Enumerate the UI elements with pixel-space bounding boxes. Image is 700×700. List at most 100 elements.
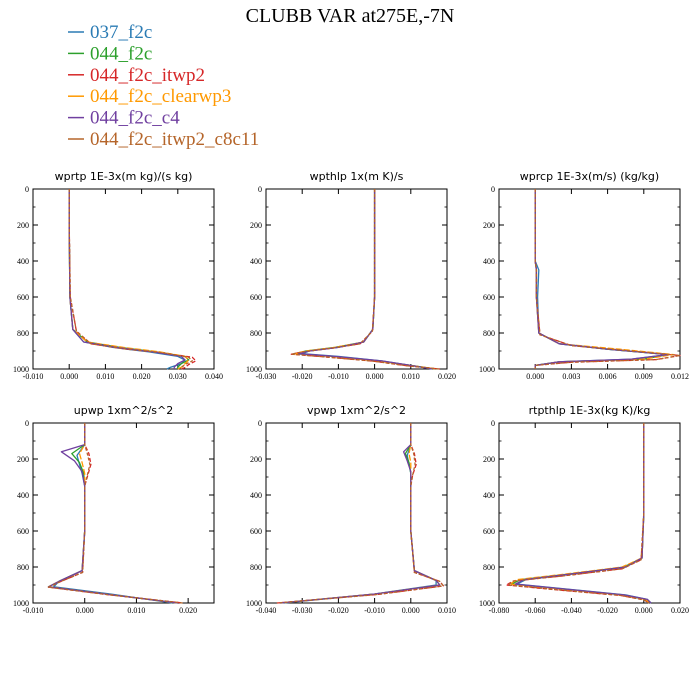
panel-4: upwp 1xm^2/s^2 0 200 400 600 800 1000-0.010 0.0… [13, 404, 215, 615]
panel-3: wprcp 1E-3x(m/s) (kg/kg) 0 200 400 600 800 100… [479, 170, 689, 381]
y-tick-label: 600 [17, 293, 29, 302]
x-tick-label: 0.000 [635, 606, 653, 615]
panel-5: vpwp 1xm^2/s^2 0 200 400 600 800 1000-0.040 -0.… [246, 404, 456, 615]
x-tick-label: 0.010 [96, 372, 114, 381]
x-tick-label: -0.010 [364, 606, 385, 615]
x-tick-label: 0.020 [179, 606, 197, 615]
series-line-044-f2c-clearwp3 [294, 189, 437, 370]
y-tick-label: 0 [25, 419, 29, 428]
x-tick-label: 0.009 [635, 372, 653, 381]
x-tick-label: 0.000 [526, 372, 544, 381]
y-tick-label: 800 [483, 563, 495, 572]
y-tick-label: 200 [483, 455, 495, 464]
panel-frame-6 [498, 422, 681, 604]
x-tick-label: -0.020 [597, 606, 618, 615]
y-tick-label: 0 [491, 185, 495, 194]
legend-entry-6: 044_f2c_itwp2_c8c11 [90, 129, 259, 150]
panel-title-6: rtpthlp 1E-3x(kg K)/kg [529, 404, 651, 417]
y-tick-label: 0 [258, 185, 262, 194]
legend: 037_f2c044_f2c044_f2c_itwp2044_f2c_clear… [68, 22, 259, 150]
panel-frame-1 [32, 188, 215, 370]
legend-entry-2: 044_f2c [90, 43, 152, 64]
series-line-044-f2c-itwp2-c8c11 [534, 189, 681, 369]
y-tick-label: 600 [483, 293, 495, 302]
series-line-044-f2c-itwp2 [276, 423, 445, 604]
x-tick-label: 0.000 [76, 606, 94, 615]
y-tick-label: 1000 [479, 365, 495, 374]
y-tick-label: 800 [250, 563, 262, 572]
x-tick-label: 0.012 [671, 372, 689, 381]
y-tick-label: 200 [250, 221, 262, 230]
series-line-037-f2c [301, 189, 433, 370]
figure-title: CLUBB VAR at275E,-7N [246, 5, 455, 27]
series-line-044-f2c-itwp2-c8c11 [68, 189, 193, 369]
x-tick-label: 0.000 [402, 606, 420, 615]
series-line-044-f2c-c4 [297, 189, 433, 370]
series-line-044-f2c-clearwp3 [280, 423, 441, 604]
x-tick-label: -0.030 [256, 372, 277, 381]
x-tick-label: -0.040 [561, 606, 582, 615]
y-tick-label: 0 [25, 185, 29, 194]
y-tick-label: 1000 [479, 599, 495, 608]
x-tick-label: 0.020 [133, 372, 151, 381]
series-line-044-f2c [280, 423, 441, 604]
panel-frame-3 [498, 188, 681, 370]
series-line-044-f2c [294, 189, 437, 370]
series-line-044-f2c-c4 [280, 423, 441, 604]
series-line-044-f2c-itwp2-c8c11 [290, 189, 440, 370]
y-tick-label: 800 [17, 563, 29, 572]
y-tick-label: 600 [250, 293, 262, 302]
series-line-044-f2c-itwp2-c8c11 [276, 423, 445, 604]
x-tick-label: 0.010 [127, 606, 145, 615]
x-tick-label: -0.060 [525, 606, 546, 615]
y-tick-label: 800 [250, 329, 262, 338]
panel-1: wprtp 1E-3x(m kg)/(s kg) 0 200 400 600 800 100… [13, 170, 223, 381]
y-tick-label: 800 [483, 329, 495, 338]
y-tick-label: 800 [17, 329, 29, 338]
panel-title-3: wprcp 1E-3x(m/s) (kg/kg) [520, 170, 659, 183]
panel-title-2: wpthlp 1x(m K)/s [310, 170, 404, 183]
legend-entry-5: 044_f2c_c4 [90, 108, 180, 129]
y-tick-label: 1000 [13, 599, 29, 608]
panel-frame-5 [265, 422, 448, 604]
series-line-037-f2c [516, 423, 652, 604]
x-tick-label: -0.080 [489, 606, 510, 615]
x-tick-label: 0.020 [671, 606, 689, 615]
series-line-044-f2c-clearwp3 [509, 423, 650, 604]
panel-6: rtpthlp 1E-3x(kg K)/kg02004006008001000-… [479, 404, 689, 615]
y-tick-label: 200 [483, 221, 495, 230]
x-tick-label: 0.040 [205, 372, 223, 381]
y-tick-label: 1000 [246, 599, 262, 608]
y-tick-label: 200 [17, 221, 29, 230]
legend-entry-3: 044_f2c_itwp2 [90, 65, 205, 86]
panel-frame-4 [32, 422, 215, 604]
series-line-044-f2c-c4 [47, 423, 178, 604]
x-tick-label: -0.010 [328, 372, 349, 381]
x-tick-label: -0.030 [292, 606, 313, 615]
series-line-044-f2c-itwp2 [290, 189, 440, 370]
x-tick-label: 0.000 [366, 372, 384, 381]
x-tick-label: 0.000 [60, 372, 78, 381]
series-line-044-f2c-c4 [514, 423, 652, 604]
y-tick-label: 600 [483, 527, 495, 536]
x-tick-label: 0.020 [438, 372, 456, 381]
y-tick-label: 400 [250, 491, 262, 500]
y-tick-label: 0 [258, 419, 262, 428]
y-tick-label: 400 [250, 257, 262, 266]
y-tick-label: 400 [483, 257, 495, 266]
x-tick-label: 0.010 [438, 606, 456, 615]
x-tick-label: -0.010 [23, 606, 44, 615]
series-line-044-f2c-c4 [68, 189, 186, 369]
panel-title-4: upwp 1xm^2/s^2 [74, 404, 174, 417]
y-tick-label: 200 [250, 455, 262, 464]
y-tick-label: 600 [17, 527, 29, 536]
x-tick-label: -0.020 [292, 372, 313, 381]
y-tick-label: 0 [491, 419, 495, 428]
x-tick-label: 0.003 [562, 372, 580, 381]
panel-title-5: vpwp 1xm^2/s^2 [307, 404, 406, 417]
series-line-044-f2c-itwp2 [505, 423, 650, 604]
series-line-044-f2c-itwp2-c8c11 [507, 423, 650, 604]
legend-entry-1: 037_f2c [90, 22, 152, 43]
series-line-044-f2c-itwp2-c8c11 [47, 423, 184, 604]
